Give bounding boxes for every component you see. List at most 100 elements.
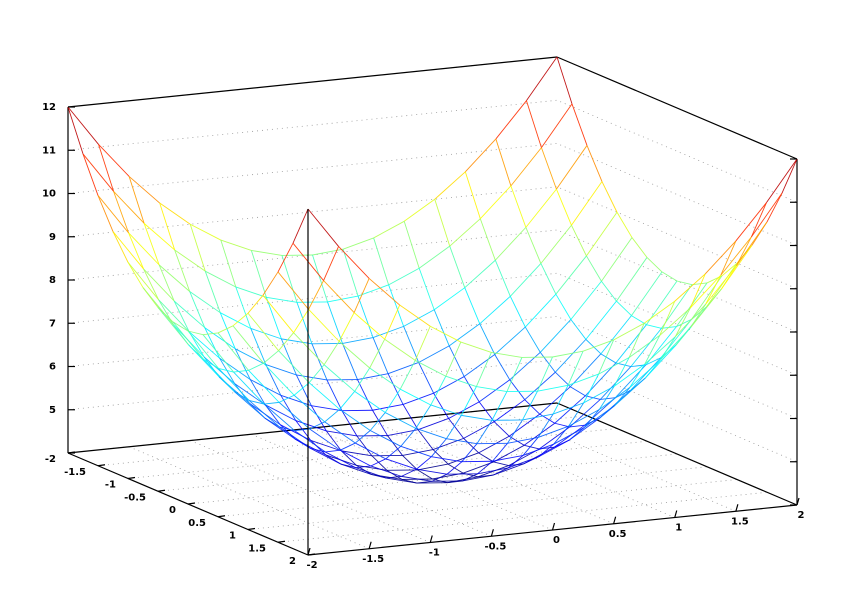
mesh-line — [369, 339, 386, 369]
mesh-line — [554, 371, 571, 388]
mesh-line — [128, 232, 144, 270]
mesh-line — [614, 387, 631, 406]
mesh-line — [537, 425, 569, 438]
mesh-line — [522, 413, 554, 421]
mesh-line — [264, 417, 280, 428]
mesh-line — [570, 280, 602, 320]
y-tick-label: -0.5 — [124, 492, 146, 503]
mesh-line — [354, 390, 386, 413]
mesh-line — [325, 451, 357, 469]
y-tick-label: -1 — [105, 480, 116, 491]
mesh-line — [478, 379, 511, 403]
mesh-line — [600, 315, 632, 355]
mesh-line — [278, 350, 310, 383]
mesh-line — [384, 304, 401, 340]
mesh-line — [522, 437, 539, 456]
mesh-line — [417, 463, 449, 471]
mesh-line — [616, 300, 632, 316]
mesh-line — [310, 447, 342, 465]
mesh-line — [461, 414, 493, 421]
x-tick-label: -1.5 — [362, 554, 384, 565]
mesh-line — [735, 202, 767, 242]
mesh-line — [278, 402, 310, 430]
mesh-line — [539, 413, 555, 424]
mesh-line — [445, 375, 477, 388]
mesh-line — [541, 147, 557, 190]
mesh-line — [613, 363, 646, 387]
mesh-line — [143, 223, 175, 251]
mesh-line — [400, 428, 417, 447]
mesh-line — [477, 467, 509, 475]
mesh-line — [187, 330, 204, 336]
mesh-line — [310, 405, 327, 432]
x-tick-label: 1 — [675, 523, 682, 534]
mesh-line — [553, 427, 585, 445]
mesh-line — [585, 339, 602, 355]
mesh-line — [98, 144, 114, 192]
mesh-line — [339, 408, 371, 431]
mesh-line — [202, 334, 234, 373]
mesh-line — [142, 287, 159, 308]
mesh-line — [279, 424, 296, 440]
mesh-line — [690, 288, 722, 328]
mesh-line — [522, 443, 554, 456]
mesh-line — [721, 265, 737, 290]
mesh-line — [646, 324, 662, 329]
mesh-line — [217, 325, 234, 334]
mesh-line — [629, 359, 661, 388]
mesh-line — [385, 445, 402, 460]
mesh-line — [294, 428, 310, 432]
y-tick — [247, 527, 256, 531]
mesh-line — [357, 284, 389, 297]
z-tick-label: 12 — [42, 102, 56, 113]
y-tick — [187, 502, 196, 505]
mesh-line — [232, 325, 264, 364]
mesh-line — [704, 240, 737, 275]
mesh-line — [736, 236, 752, 266]
mesh-line — [506, 357, 523, 392]
x-tick-label: -0.5 — [484, 541, 506, 552]
mesh-line — [190, 223, 222, 241]
mesh-line — [509, 296, 526, 328]
mesh-line — [705, 274, 722, 305]
mesh-line — [112, 231, 144, 270]
mesh-line — [631, 237, 648, 258]
mesh-line — [325, 449, 341, 453]
grid-line — [277, 491, 768, 543]
mesh-line — [598, 385, 615, 410]
x-tick — [674, 510, 678, 518]
mesh-line — [464, 171, 481, 219]
mesh-line — [187, 330, 219, 369]
mesh-line — [174, 249, 206, 272]
mesh-line — [353, 312, 385, 340]
mesh-line — [491, 351, 523, 358]
mesh-line — [583, 405, 616, 428]
x-tick — [368, 541, 372, 549]
mesh-line — [720, 236, 752, 276]
mesh-line — [583, 385, 615, 404]
mesh-line — [449, 218, 481, 247]
mesh-line — [113, 191, 145, 224]
mesh-line — [218, 367, 234, 373]
grid-line — [67, 316, 798, 419]
mesh-line — [644, 359, 661, 379]
mesh-line — [464, 259, 496, 289]
x-tick-label: 0.5 — [609, 529, 627, 540]
mesh-line — [263, 350, 279, 364]
mesh-line — [689, 274, 722, 309]
mesh-line — [278, 332, 294, 351]
mesh-line — [266, 296, 298, 303]
mesh-line — [341, 410, 358, 437]
mesh-line — [434, 171, 466, 200]
mesh-line — [445, 341, 462, 377]
grid-line — [67, 99, 798, 203]
mesh-line — [690, 303, 707, 328]
mesh-line — [541, 103, 573, 148]
mesh-line — [309, 421, 325, 430]
mesh-line — [219, 312, 236, 349]
mesh-line — [461, 443, 478, 462]
mesh-line — [434, 199, 451, 247]
y-tick — [307, 553, 316, 556]
mesh-line — [416, 456, 432, 470]
mesh-line — [250, 328, 282, 340]
